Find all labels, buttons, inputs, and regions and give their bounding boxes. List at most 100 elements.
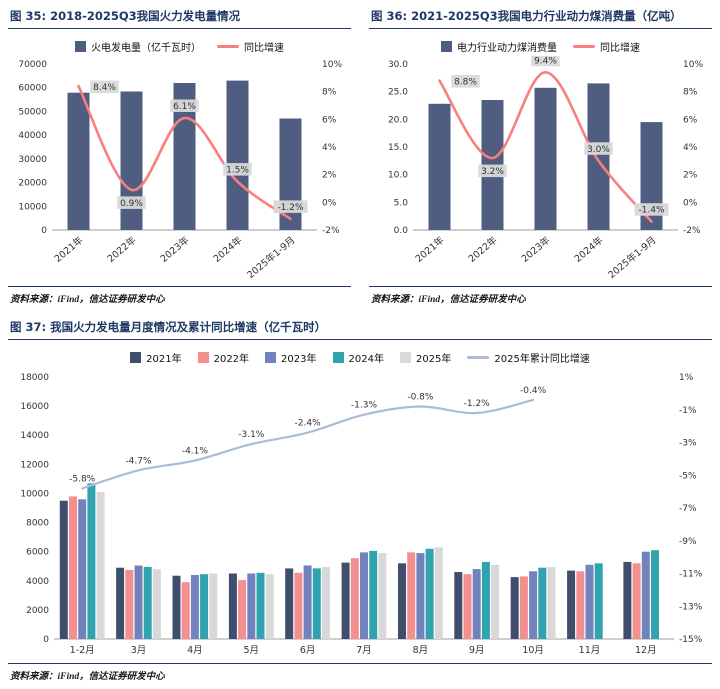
bar-2022年 [632,563,641,639]
figure-36-source-note: 资料来源：iFind，信达证券研发中心 [369,286,712,307]
y-axis-tick-left: 14000 [20,431,49,441]
x-axis-tick: 8月 [413,645,429,656]
legend-label: 2022年 [213,354,250,365]
bar-2023年 [190,575,199,639]
y-axis-tick-right: -11% [679,570,703,580]
bar-2023年 [472,569,481,639]
bar-2021年 [285,568,294,639]
bar-2023年 [303,565,312,639]
bar-2025年 [322,566,330,639]
value-label: -1.4% [638,206,665,216]
y-axis-tick-left: 2000 [26,606,49,616]
legend-line-swatch [217,45,239,48]
x-axis-tick: 2022年 [466,234,500,265]
bar-2025年 [491,564,500,639]
x-axis-tick: 2021年 [52,234,86,265]
legend-bar-swatch [332,352,344,363]
y-axis-tick-right: 6% [322,115,337,125]
value-label-bg [223,163,252,176]
y-axis-tick-left: 10000 [20,489,49,499]
y-axis-tick-left: 12000 [20,460,49,470]
x-axis-tick: 3月 [131,645,147,656]
value-label-bg [170,99,199,112]
y-axis-tick-left: 10000 [18,202,47,212]
value-label-bg [117,196,146,209]
legend-label: 同比增速 [600,43,640,54]
y-axis-tick-right: 0% [322,198,337,208]
bar-2022年 [294,572,303,639]
bar-火电发电量（亿千瓦时） [67,92,90,230]
y-axis-tick-left: 30000 [18,155,47,165]
bar-2024年 [256,572,265,639]
bar-2023年 [78,499,87,639]
figure-37-legend: 2021年 2022年 2023年 2024年 2025年 2025年累计同比增速 [8,350,712,365]
bar-2021年 [454,572,463,639]
x-axis-tick: 11月 [579,645,601,656]
y-axis-tick-left: 5.0 [394,198,409,208]
x-axis-tick: 2021年 [413,234,447,265]
legend-item: 2024年 [332,350,384,365]
legend-item: 电力行业动力煤消费量 [441,39,557,54]
bar-2022年 [181,582,190,639]
y-axis-tick-right: -13% [679,602,703,612]
figure-35-source-note: 资料来源：iFind，信达证券研发中心 [8,286,351,307]
y-axis-tick-right: -5% [679,471,697,481]
bar-2025年 [434,547,443,639]
bar-2022年 [238,580,247,639]
y-axis-tick-right: 8% [322,88,337,98]
figure-36-legend: 电力行业动力煤消费量 同比增速 [369,39,712,54]
bar-2025年 [152,569,161,639]
y-axis-tick-left: 70000 [18,60,47,70]
y-axis-tick-right: 2% [322,171,337,181]
value-label: 3.2% [481,167,504,177]
bar-2021年 [623,561,632,639]
legend-item: 火电发电量（亿千瓦时） [75,39,201,54]
legend-item: 2022年 [197,350,250,365]
legend-label: 2024年 [348,354,384,365]
x-axis-tick: 4月 [187,645,203,656]
value-label: -1.3% [351,401,378,411]
y-axis-tick-right: -15% [679,635,703,645]
legend-item: 同比增速 [217,39,284,54]
y-axis-tick-left: 50000 [18,107,47,117]
bar-2021年 [398,563,406,639]
bar-火电发电量（亿千瓦时） [226,80,249,230]
bar-2021年 [172,575,181,639]
y-axis-tick-right: -3% [679,439,697,449]
y-axis-tick-right: 10% [683,60,703,70]
legend-bar-swatch [441,41,452,52]
y-axis-tick-left: 0 [43,635,49,645]
bar-2022年 [576,571,585,639]
value-label: -1.2% [277,203,304,213]
bar-2024年 [87,483,96,639]
bar-2024年 [481,561,490,639]
bar-2024年 [143,566,152,639]
line-同比增速 [438,70,653,223]
value-label: 6.1% [173,102,196,112]
x-axis-tick: 5月 [243,645,259,656]
bar-电力行业动力煤消费量 [428,103,451,230]
x-axis-tick: 2023年 [519,234,553,265]
legend-label: 2021年 [146,354,182,365]
value-label: 1.5% [226,166,249,176]
top-figures-row: 图 35: 2018-2025Q3我国火力发电量情况 火电发电量（亿千瓦时） 同比… [8,6,712,307]
value-label-bg [90,80,119,94]
figure-panel-36: 图 36: 2021-2025Q3我国电力行业动力煤消费量（亿吨） 电力行业动力… [369,6,712,307]
figure-35-title: 图 35: 2018-2025Q3我国火力发电量情况 [8,6,351,29]
value-label: -1.2% [464,399,491,409]
x-axis-tick: 2025年1-9月 [245,234,298,281]
line-2025年累计同比增速 [81,398,535,490]
y-axis-tick-left: 6000 [26,548,49,558]
value-label-bg [478,164,507,178]
y-axis-tick-right: 0% [683,198,698,208]
legend-bar-swatch [265,352,277,363]
bar-2025年 [209,573,218,639]
legend-line-swatch [573,45,595,48]
bar-2021年 [510,577,519,639]
y-axis-tick-left: 40000 [18,131,47,141]
bar-2023年 [416,553,425,639]
y-axis-tick-right: 8% [683,88,698,98]
bar-2021年 [116,567,125,639]
figure-panel-37: 图 37: 我国火力发电量月度情况及累计同比增速（亿千瓦时） 2021年 2022… [8,317,712,684]
